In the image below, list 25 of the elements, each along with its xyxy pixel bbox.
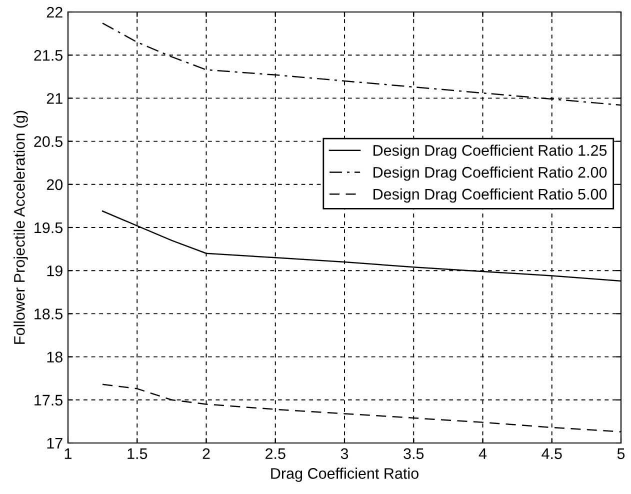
- x-axis-title: Drag Coefficient Ratio: [271, 468, 418, 482]
- y-tick-label: 17.5: [34, 394, 62, 406]
- x-tick-label: 3: [340, 448, 348, 460]
- y-tick-label: 20.5: [34, 136, 62, 147]
- x-tick-label: 1.5: [128, 448, 148, 460]
- x-tick-label: 4: [478, 448, 487, 459]
- legend-label: Design Drag Coefficient Ratio 2.00: [374, 166, 607, 181]
- x-tick-label: 2: [202, 448, 210, 459]
- y-tick-label: 19: [47, 265, 62, 276]
- y-tick-label: 20: [46, 179, 63, 190]
- y-axis-title: Follower Projectile Acceleration (g): [14, 110, 28, 344]
- x-tick-label: 4.5: [542, 448, 562, 460]
- y-tick-label: 17: [47, 438, 62, 449]
- x-tick-label: 2.5: [266, 448, 286, 460]
- y-tick-label: 21.5: [34, 50, 62, 61]
- x-tick-label: 5: [617, 448, 625, 460]
- y-tick-label: 21: [46, 93, 62, 104]
- x-tick-label: 1: [64, 448, 72, 459]
- x-tick-label: 3.5: [404, 448, 424, 460]
- y-tick-label: 22: [46, 6, 62, 18]
- legend-label: Design Drag Coefficient Ratio 5.00: [374, 188, 607, 203]
- y-tick-label: 18: [47, 352, 62, 362]
- legend-label: Design Drag Coefficient Ratio 1.25: [374, 144, 607, 159]
- y-tick-label: 19.5: [34, 222, 62, 234]
- y-tick-label: 18.5: [34, 308, 62, 320]
